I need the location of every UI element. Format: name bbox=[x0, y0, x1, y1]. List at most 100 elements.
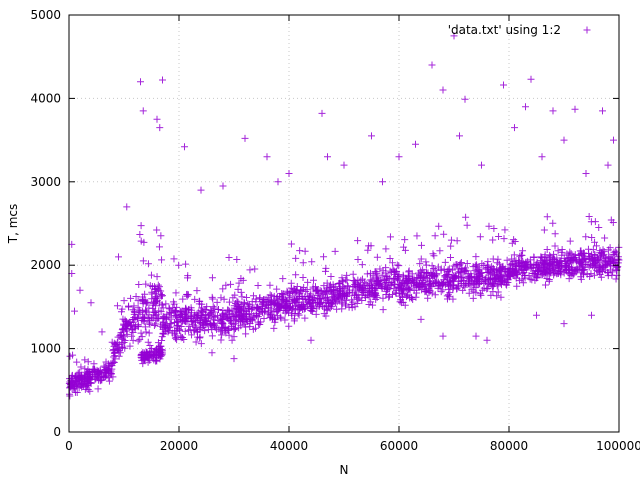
data-point bbox=[68, 385, 76, 393]
data-point bbox=[482, 278, 490, 286]
data-point bbox=[321, 267, 329, 275]
data-point bbox=[568, 267, 576, 275]
data-point bbox=[295, 311, 303, 319]
data-point bbox=[489, 279, 497, 287]
data-point bbox=[301, 314, 309, 322]
data-point bbox=[382, 245, 390, 253]
data-point bbox=[266, 281, 274, 289]
data-point bbox=[575, 263, 583, 271]
data-point bbox=[384, 273, 392, 281]
data-point bbox=[256, 294, 264, 302]
data-point bbox=[472, 332, 480, 340]
data-point bbox=[140, 238, 148, 246]
data-point bbox=[268, 297, 276, 305]
data-point bbox=[143, 308, 151, 316]
data-point bbox=[290, 295, 298, 303]
data-point bbox=[196, 334, 204, 342]
data-point bbox=[418, 282, 426, 290]
data-point bbox=[182, 260, 190, 268]
data-point bbox=[69, 351, 77, 359]
data-point bbox=[475, 264, 483, 272]
data-point bbox=[570, 256, 578, 264]
legend-entry-label: 'data.txt' using 1:2 bbox=[448, 23, 561, 37]
data-point bbox=[434, 284, 442, 292]
axis-ticks: 0 20000 40000 60000 80000 100000 0 1000 2000 3000… bbox=[30, 8, 640, 453]
data-point bbox=[551, 242, 559, 250]
data-point bbox=[545, 277, 553, 285]
data-point bbox=[115, 253, 122, 261]
legend: 'data.txt' using 1:2 bbox=[448, 23, 591, 37]
data-point bbox=[398, 279, 406, 287]
data-point bbox=[197, 314, 205, 322]
data-point bbox=[413, 232, 421, 240]
data-point bbox=[566, 237, 574, 245]
data-point bbox=[200, 322, 208, 330]
data-point bbox=[595, 262, 603, 270]
data-point bbox=[109, 373, 117, 381]
data-point bbox=[354, 295, 362, 303]
data-point bbox=[167, 309, 175, 317]
data-point bbox=[169, 298, 177, 306]
data-point bbox=[173, 322, 181, 330]
data-point bbox=[137, 222, 145, 230]
data-point bbox=[85, 368, 93, 376]
data-point bbox=[145, 353, 153, 361]
data-point bbox=[158, 301, 166, 309]
data-point bbox=[91, 365, 99, 373]
data-point bbox=[170, 255, 178, 263]
data-point bbox=[567, 257, 575, 265]
data-point bbox=[107, 370, 115, 378]
data-point bbox=[587, 218, 595, 226]
data-point bbox=[428, 262, 436, 270]
data-point bbox=[177, 310, 185, 318]
data-point bbox=[368, 283, 376, 291]
data-point bbox=[144, 338, 152, 346]
data-point bbox=[571, 105, 579, 113]
data-point bbox=[320, 295, 328, 303]
data-point bbox=[547, 253, 555, 261]
data-point bbox=[257, 307, 265, 315]
data-point bbox=[185, 326, 193, 334]
data-point bbox=[157, 232, 165, 240]
data-point bbox=[156, 124, 164, 132]
data-point bbox=[511, 124, 518, 132]
data-point bbox=[288, 311, 296, 319]
data-point bbox=[596, 247, 604, 255]
data-point bbox=[503, 256, 511, 264]
data-point bbox=[610, 248, 618, 256]
data-point bbox=[537, 253, 545, 261]
data-point bbox=[146, 320, 154, 328]
data-point bbox=[567, 272, 575, 280]
data-point bbox=[105, 374, 113, 382]
data-point bbox=[217, 327, 225, 335]
data-point bbox=[310, 299, 318, 307]
data-point bbox=[472, 253, 480, 261]
data-point bbox=[456, 260, 464, 268]
data-point bbox=[546, 261, 554, 269]
data-point bbox=[382, 269, 390, 277]
data-point bbox=[228, 336, 236, 344]
data-point bbox=[348, 296, 356, 304]
data-point bbox=[419, 278, 427, 286]
data-point bbox=[390, 274, 398, 282]
data-point bbox=[146, 282, 154, 290]
data-point bbox=[459, 286, 467, 294]
data-point bbox=[155, 243, 163, 251]
data-point bbox=[214, 305, 222, 313]
data-point bbox=[290, 317, 298, 325]
data-point bbox=[153, 297, 161, 305]
data-point bbox=[296, 247, 304, 255]
data-point bbox=[237, 288, 245, 296]
data-point bbox=[232, 311, 240, 319]
data-point bbox=[593, 255, 601, 263]
data-point bbox=[428, 289, 436, 297]
data-point bbox=[495, 266, 503, 274]
data-point bbox=[218, 319, 226, 327]
x-tick-label: 80000 bbox=[490, 439, 528, 453]
data-point bbox=[266, 298, 274, 305]
data-point bbox=[602, 258, 610, 266]
data-point bbox=[273, 285, 281, 293]
data-point bbox=[422, 285, 430, 293]
data-point bbox=[538, 153, 546, 161]
data-point bbox=[357, 276, 365, 284]
